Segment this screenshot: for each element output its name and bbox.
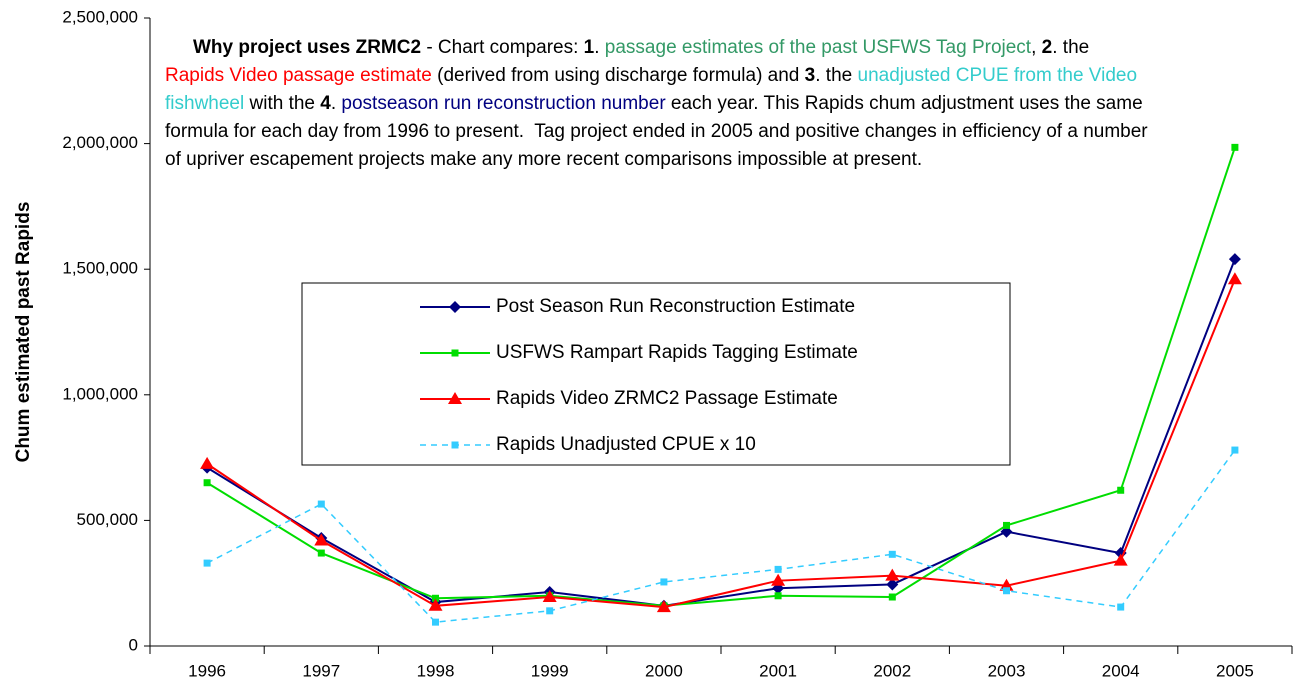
legend-label: USFWS Rampart Rapids Tagging Estimate (496, 342, 858, 363)
data-point (660, 578, 668, 586)
legend-marker (449, 301, 461, 313)
data-point (317, 549, 325, 557)
x-tick-label: 2001 (759, 661, 797, 680)
x-tick-label: 2000 (645, 661, 683, 680)
annotation-text: 2 (1041, 37, 1053, 58)
data-point (1227, 272, 1242, 285)
annotation-text: each year. This Rapids chum adjustment u… (165, 93, 1153, 170)
legend-label: Rapids Unadjusted CPUE x 10 (496, 434, 756, 455)
data-point (771, 573, 786, 586)
y-tick-label: 0 (129, 635, 138, 654)
annotation-text: Rapids Video passage estimate (165, 65, 432, 86)
data-point (432, 594, 439, 602)
data-point (200, 456, 215, 469)
annotation-text: with the (244, 93, 321, 114)
data-point (888, 550, 896, 558)
data-point (546, 607, 554, 615)
x-tick-label: 1999 (531, 661, 569, 680)
annotation-text: postseason run reconstruction number (341, 93, 666, 114)
data-point (428, 598, 443, 611)
data-point (774, 565, 782, 573)
annotation-text: . (594, 37, 605, 58)
data-point (314, 533, 329, 546)
data-point (656, 600, 671, 613)
annotation-text: Why project uses ZRMC2 (193, 37, 422, 58)
annotation-text: . (330, 93, 342, 114)
data-point (1114, 547, 1127, 560)
annotation-text: (derived from using discharge formula) a… (431, 65, 805, 86)
annotation-text: 4 (320, 93, 331, 114)
annotation-text: passage estimates of the past USFWS Tag … (604, 37, 1032, 58)
legend-box (301, 282, 1011, 466)
data-point (1113, 553, 1128, 566)
y-tick-label: 500,000 (77, 510, 138, 529)
data-point (888, 593, 896, 601)
data-point (432, 618, 439, 626)
y-tick-label: 2,000,000 (62, 133, 138, 152)
x-tick-label: 2002 (873, 661, 911, 680)
x-tick-label: 1998 (417, 661, 455, 680)
series-line (206, 258, 1236, 607)
annotation-text: 1 (583, 37, 595, 58)
x-tick-label: 2005 (1216, 661, 1254, 680)
data-point (885, 568, 900, 581)
x-tick-label: 2004 (1102, 661, 1140, 680)
data-point (1117, 486, 1125, 494)
data-point (774, 592, 782, 600)
data-point (203, 559, 211, 567)
data-point (1117, 603, 1125, 611)
data-point (203, 479, 211, 487)
annotation-text: - Chart compares: (421, 37, 584, 58)
x-tick-label: 1996 (188, 661, 226, 680)
data-point (317, 500, 325, 508)
y-tick-label: 1,500,000 (62, 259, 138, 278)
legend-marker (448, 392, 462, 404)
annotation: Why project uses ZRMC2 - Chart compares:… (165, 34, 1150, 174)
x-tick-label: 2003 (988, 661, 1026, 680)
data-point (886, 578, 899, 591)
data-point (1231, 143, 1239, 151)
y-axis-label: Chum estimated past Rapids (13, 202, 34, 463)
legend-label: Rapids Video ZRMC2 Passage Estimate (496, 388, 838, 409)
annotation-text: 3 (804, 65, 816, 86)
annotation-text: , (1031, 37, 1042, 58)
legend-marker (451, 441, 459, 449)
series-line (206, 278, 1236, 609)
data-point (1003, 587, 1010, 595)
data-point (1231, 446, 1239, 454)
series-line (206, 147, 1236, 607)
annotation-text: . the (1052, 37, 1095, 58)
data-point (1003, 521, 1010, 529)
annotation-text: unadjusted CPUE from the Video fishwheel (165, 65, 1143, 114)
legend-marker (451, 349, 459, 357)
annotation-text: . the (815, 65, 858, 86)
y-tick-label: 2,500,000 (62, 7, 138, 26)
data-point (542, 590, 557, 603)
legend-label: Post Season Run Reconstruction Estimate (496, 296, 855, 317)
data-point (1228, 253, 1241, 266)
y-tick-label: 1,000,000 (62, 384, 138, 403)
x-tick-label: 1997 (302, 661, 340, 680)
series-line (206, 449, 1236, 623)
